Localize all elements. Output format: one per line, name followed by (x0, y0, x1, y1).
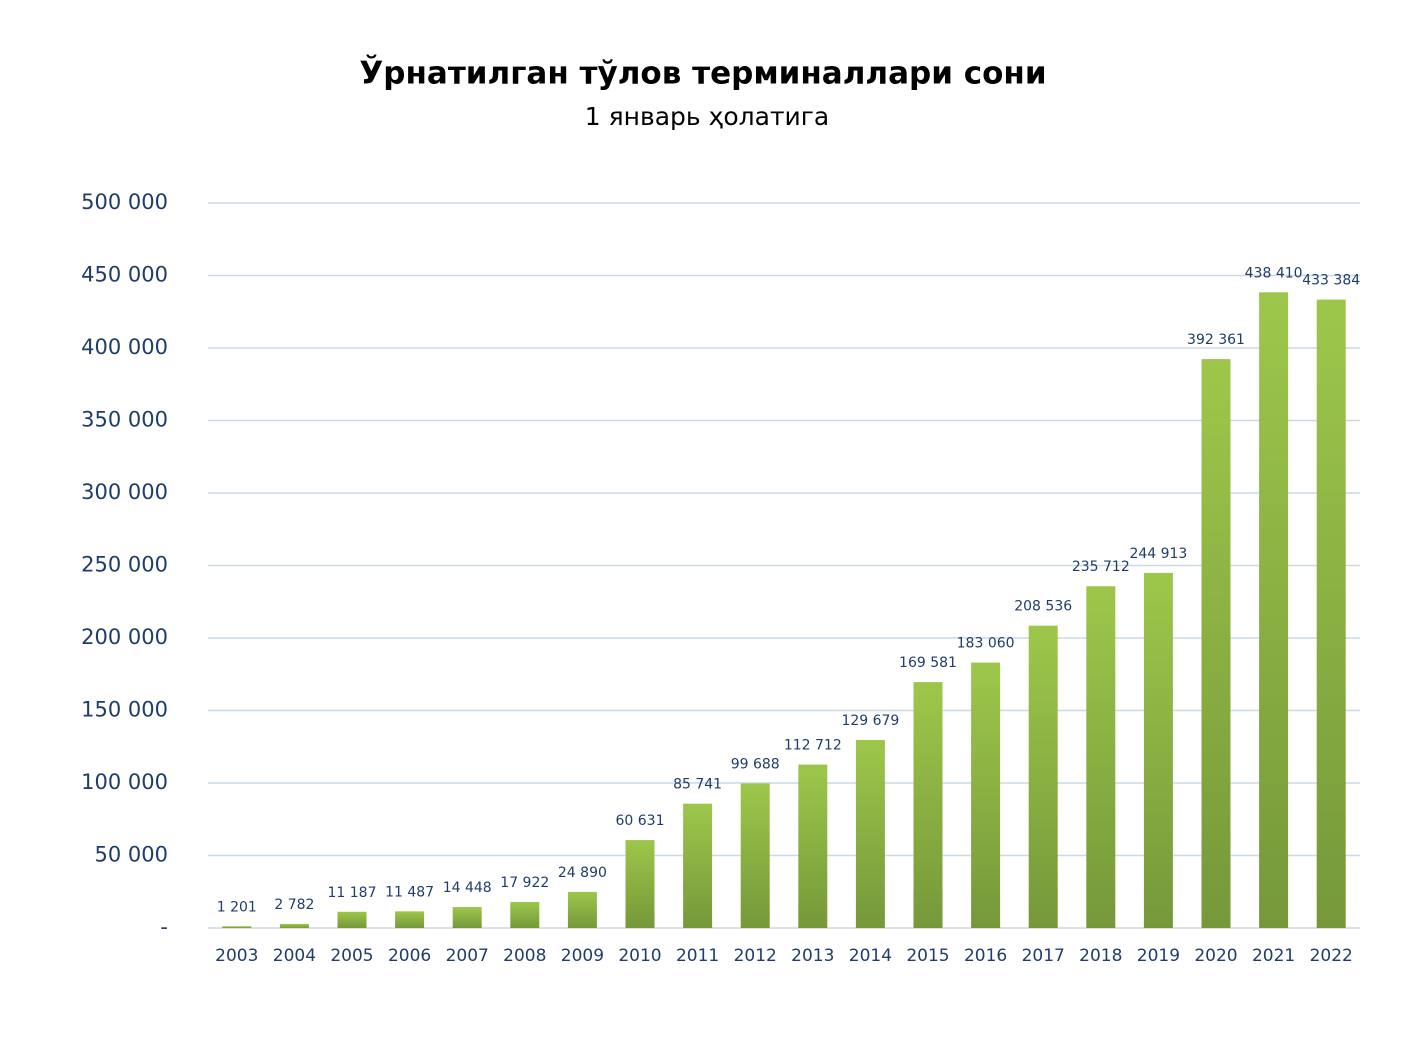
x-tick-label: 2021 (1252, 946, 1295, 966)
x-tick-label: 2018 (1079, 946, 1122, 966)
x-tick-label: 2020 (1194, 946, 1237, 966)
bar (740, 783, 770, 928)
value-label: 183 060 (957, 636, 1015, 652)
value-label: 14 448 (443, 880, 492, 896)
x-tick-label: 2011 (676, 946, 719, 966)
y-tick-label: 150 000 (81, 698, 168, 722)
x-tick-label: 2013 (791, 946, 834, 966)
y-tick-label: 400 000 (81, 335, 168, 359)
value-label: 169 581 (899, 655, 957, 671)
value-label: 24 890 (558, 865, 607, 881)
value-label: 112 712 (784, 738, 842, 754)
x-tick-label: 2019 (1137, 946, 1180, 966)
x-tick-label: 2009 (561, 946, 604, 966)
x-tick-label: 2004 (273, 946, 316, 966)
bar (855, 739, 885, 928)
x-tick-label: 2015 (906, 946, 949, 966)
bar (1143, 572, 1173, 928)
bar (1316, 299, 1346, 928)
y-tick-label: 300 000 (81, 480, 168, 504)
y-tick-label: 250 000 (81, 553, 168, 577)
value-label: 235 712 (1072, 559, 1130, 575)
value-label: 11 487 (385, 884, 434, 900)
value-label: 438 410 (1245, 265, 1303, 281)
bar (337, 911, 367, 928)
x-tick-label: 2006 (388, 946, 431, 966)
bar (683, 803, 713, 928)
bar (452, 907, 482, 928)
x-tick-label: 2003 (215, 946, 258, 966)
bar (971, 662, 1001, 928)
value-label: 99 688 (731, 756, 780, 772)
y-tick-label: 100 000 (81, 770, 168, 794)
bar (1201, 359, 1231, 928)
value-label: 2 782 (274, 897, 314, 913)
value-label: 129 679 (841, 713, 899, 729)
chart-subtitle: 1 январь ҳолатига (585, 102, 830, 131)
value-label: 1 201 (217, 899, 257, 915)
value-label: 433 384 (1302, 273, 1360, 289)
x-tick-label: 2017 (1022, 946, 1065, 966)
bar (1028, 625, 1058, 928)
y-tick-label: 200 000 (81, 625, 168, 649)
bar (1086, 586, 1116, 928)
y-tick-label: 350 000 (81, 408, 168, 432)
value-label: 17 922 (500, 875, 549, 891)
x-tick-label: 2022 (1310, 946, 1353, 966)
y-tick-label: 500 000 (81, 190, 168, 214)
bar (567, 891, 597, 928)
x-tick-label: 2007 (446, 946, 489, 966)
value-label: 208 536 (1014, 599, 1072, 615)
bar (510, 902, 540, 928)
bar (1259, 292, 1289, 928)
x-tick-label: 2005 (330, 946, 373, 966)
bar (279, 923, 309, 928)
bar (395, 911, 425, 928)
x-tick-label: 2010 (618, 946, 661, 966)
value-label: 60 631 (616, 813, 665, 829)
chart-title: Ўрнатилган тўлов терминаллари сони (359, 56, 1046, 92)
y-tick-label: 50 000 (95, 843, 168, 867)
x-tick-label: 2014 (849, 946, 892, 966)
value-label: 392 361 (1187, 332, 1245, 348)
bar (798, 764, 828, 928)
x-tick-label: 2012 (734, 946, 777, 966)
y-tick-label: 450 000 (81, 263, 168, 287)
value-label: 85 741 (673, 777, 722, 793)
bar (913, 682, 943, 928)
bar (625, 840, 655, 928)
bar (222, 926, 252, 928)
y-tick-label: - (160, 915, 168, 939)
x-tick-label: 2016 (964, 946, 1007, 966)
x-tick-label: 2008 (503, 946, 546, 966)
value-label: 244 913 (1129, 546, 1187, 562)
value-label: 11 187 (328, 885, 377, 901)
